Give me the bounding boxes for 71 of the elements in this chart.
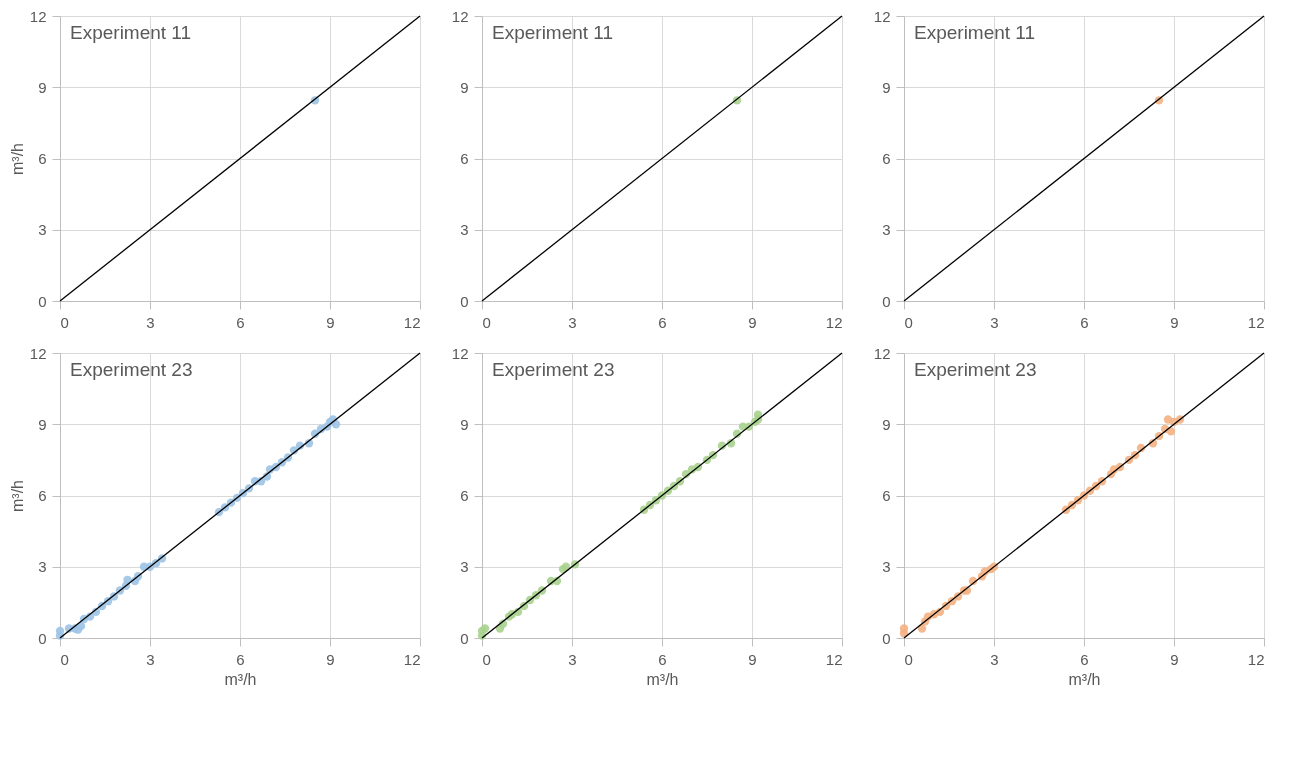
x-axis-title: m³/h: [224, 670, 257, 688]
y-tick-label: 9: [882, 78, 891, 96]
x-tick-label: 3: [568, 650, 577, 668]
x-tick-label: 12: [1247, 313, 1265, 331]
y-axis-title: m³/h: [8, 480, 26, 512]
x-tick-label: 0: [904, 313, 913, 331]
x-tick-label: 3: [990, 313, 999, 331]
y-tick-label: 12: [29, 344, 47, 362]
x-tick-label: 3: [146, 650, 155, 668]
x-tick-label: 9: [1170, 650, 1179, 668]
x-tick-label: 9: [748, 313, 757, 331]
y-tick-label: 0: [882, 629, 891, 647]
x-tick-label: 12: [825, 313, 843, 331]
y-tick-label: 0: [460, 629, 469, 647]
x-tick-label: 12: [403, 650, 421, 668]
y-tick-label: 12: [451, 344, 469, 362]
y-tick-label: 9: [38, 415, 47, 433]
x-tick-label: 3: [146, 313, 155, 331]
y-tick-label: 6: [460, 150, 469, 167]
x-axis-title: m³/h: [1068, 670, 1101, 688]
y-tick-label: 0: [460, 292, 469, 310]
x-tick-label: 9: [1170, 313, 1179, 331]
annotation: Experiment 23: [492, 359, 615, 380]
x-tick-label: 6: [1080, 313, 1089, 331]
y-tick-label: 9: [38, 78, 47, 96]
x-tick-label: 6: [1080, 650, 1089, 668]
y-tick-label: 3: [882, 221, 891, 239]
y-tick-label: 0: [882, 292, 891, 310]
x-tick-label: 6: [658, 313, 667, 331]
y-tick-label: 6: [882, 487, 891, 504]
y-tick-label: 3: [460, 221, 469, 239]
y-tick-label: 3: [460, 558, 469, 576]
x-tick-label: 9: [326, 313, 335, 331]
x-tick-label: 9: [748, 650, 757, 668]
annotation: Experiment 11: [70, 22, 192, 43]
annotation: Experiment 23: [914, 359, 1037, 380]
x-tick-label: 3: [568, 313, 577, 331]
x-tick-label: 0: [904, 650, 913, 668]
annotation: Experiment 11: [914, 22, 1036, 43]
y-tick-label: 0: [38, 292, 47, 310]
x-tick-label: 6: [236, 650, 245, 668]
x-axis-title: m³/h: [646, 670, 679, 688]
y-tick-label: 9: [460, 78, 469, 96]
annotation: Experiment 11: [492, 22, 614, 43]
x-tick-label: 9: [326, 650, 335, 668]
y-tick-label: 0: [38, 629, 47, 647]
y-tick-label: 12: [873, 7, 891, 25]
x-tick-label: 12: [403, 313, 421, 331]
y-tick-label: 6: [460, 487, 469, 504]
x-tick-label: 0: [482, 650, 491, 668]
y-tick-label: 6: [882, 150, 891, 167]
y-tick-label: 3: [882, 558, 891, 576]
annotation: Experiment 23: [70, 359, 193, 380]
y-tick-label: 3: [38, 221, 47, 239]
y-tick-label: 12: [451, 7, 469, 25]
y-tick-label: 12: [29, 7, 47, 25]
x-tick-label: 0: [482, 313, 491, 331]
y-tick-label: 12: [873, 344, 891, 362]
x-tick-label: 6: [236, 313, 245, 331]
x-tick-label: 6: [658, 650, 667, 668]
y-tick-label: 6: [38, 487, 47, 504]
y-tick-label: 9: [460, 415, 469, 433]
y-tick-label: 3: [38, 558, 47, 576]
y-axis-title: m³/h: [8, 143, 26, 175]
x-tick-label: 0: [60, 313, 69, 331]
x-tick-label: 3: [990, 650, 999, 668]
y-tick-label: 6: [38, 150, 47, 167]
x-tick-label: 12: [1247, 650, 1265, 668]
x-tick-label: 0: [60, 650, 69, 668]
y-tick-label: 9: [882, 415, 891, 433]
x-tick-label: 12: [825, 650, 843, 668]
